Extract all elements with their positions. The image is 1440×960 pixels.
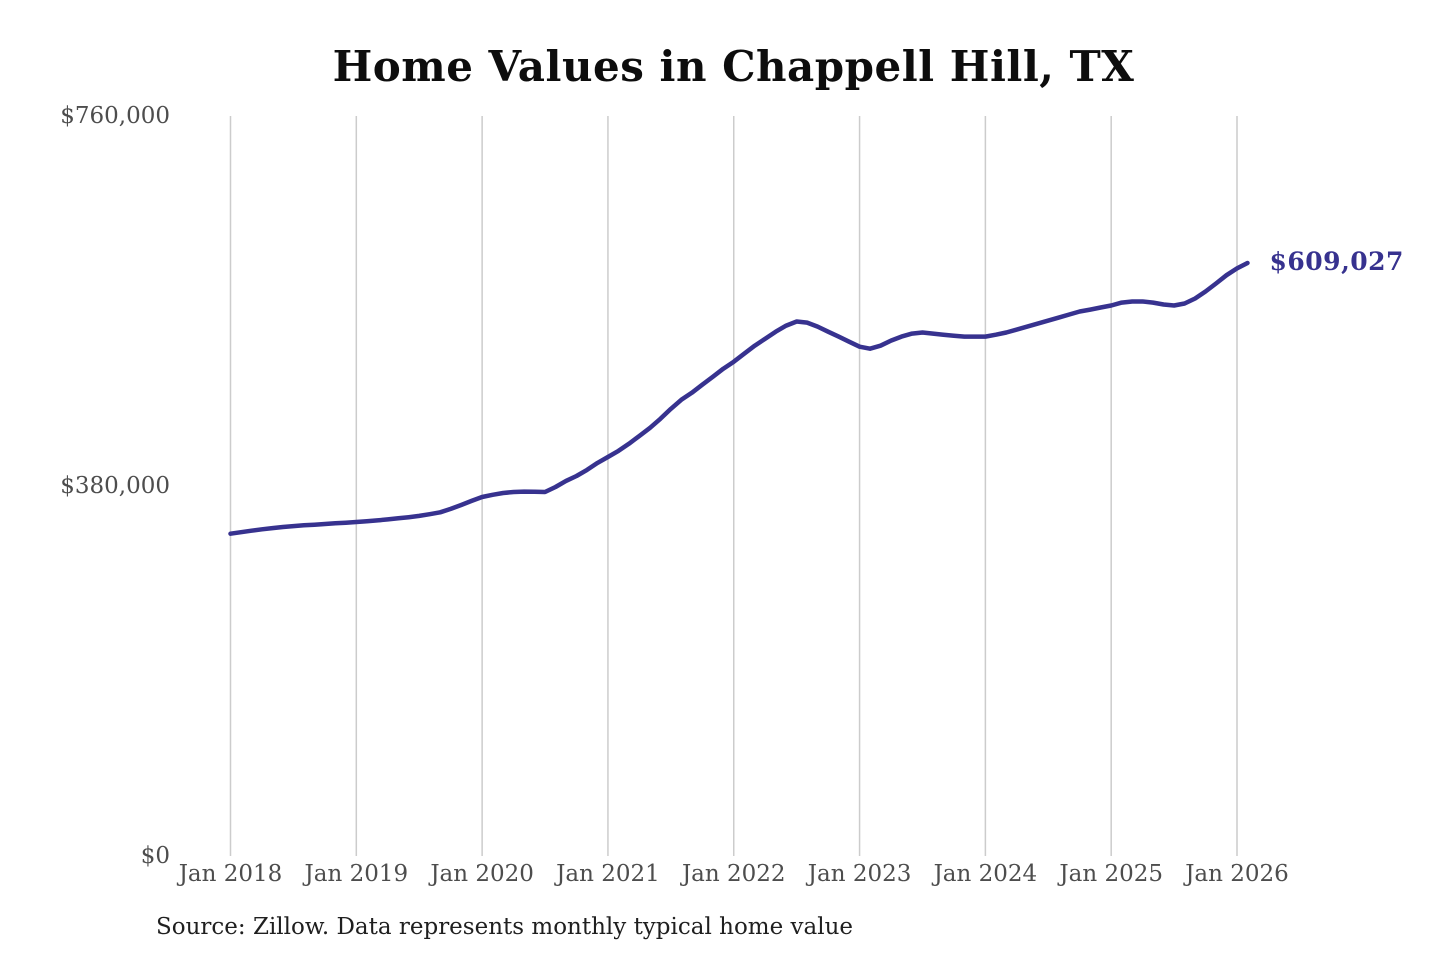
y-tick-label: $760,000 [60, 103, 170, 129]
x-tick-label: Jan 2022 [681, 861, 786, 887]
y-tick-label: $0 [140, 843, 170, 869]
source-note: Source: Zillow. Data represents monthly … [156, 914, 854, 940]
x-tick-label: Jan 2024 [933, 861, 1038, 887]
x-tick-label: Jan 2025 [1059, 861, 1163, 887]
x-tick-label: Jan 2020 [430, 861, 534, 887]
chart-title: Home Values in Chappell Hill, TX [332, 42, 1135, 91]
x-tick-label: Jan 2021 [556, 861, 660, 887]
x-tick-label: Jan 2018 [178, 861, 283, 887]
y-tick-label: $380,000 [60, 473, 170, 499]
x-tick-label: Jan 2026 [1185, 861, 1289, 887]
x-tick-label: Jan 2019 [304, 861, 409, 887]
latest-value-label: $609,027 [1269, 247, 1404, 276]
home-value-line [228, 260, 1250, 536]
x-tick-label: Jan 2023 [807, 861, 912, 887]
